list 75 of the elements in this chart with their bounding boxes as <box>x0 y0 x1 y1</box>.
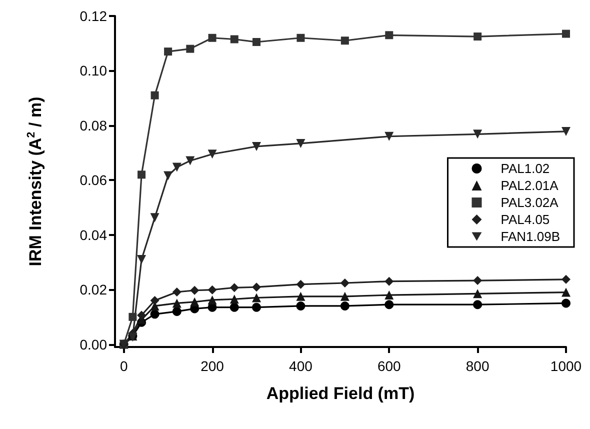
y-axis-title: IRM Intensity (A2 / m) <box>26 96 45 266</box>
point <box>473 130 482 139</box>
point <box>230 35 238 44</box>
point <box>190 286 200 295</box>
point <box>172 288 182 297</box>
point <box>384 276 394 286</box>
x-tick-label: 800 <box>466 358 490 374</box>
point <box>230 283 239 292</box>
legend-label: FAN1.09B <box>500 229 560 244</box>
point <box>150 91 159 100</box>
point <box>208 150 217 159</box>
y-tick-label: 0.02 <box>80 282 108 298</box>
y-tick-label: 0.08 <box>80 117 108 134</box>
point <box>340 36 349 45</box>
point <box>562 30 570 38</box>
y-tick-label: 0.10 <box>80 62 108 79</box>
point <box>230 302 239 312</box>
point <box>562 298 570 308</box>
y-tick-label: 0.06 <box>80 172 108 188</box>
point <box>340 301 350 310</box>
y-tick-label: 0.04 <box>80 226 108 243</box>
point <box>296 301 306 310</box>
point <box>473 276 482 286</box>
point <box>473 289 482 298</box>
point <box>296 34 305 42</box>
legend-label: PAL1.02 <box>500 161 550 176</box>
point <box>150 310 160 319</box>
point <box>164 48 172 56</box>
point <box>208 34 216 42</box>
point <box>128 312 137 321</box>
legend-label: PAL4.05 <box>500 212 550 227</box>
legend-label: PAL3.02A <box>500 195 559 210</box>
point <box>562 288 570 297</box>
legend-label: PAL2.01A <box>500 178 559 193</box>
point <box>208 285 217 294</box>
point <box>186 156 195 166</box>
point <box>474 32 482 41</box>
point <box>230 294 239 304</box>
point <box>384 132 394 141</box>
y-tick-label: 0.12 <box>80 8 108 24</box>
point <box>562 274 570 284</box>
x-tick-label: 0 <box>120 358 128 374</box>
point <box>186 44 194 53</box>
x-tick-label: 200 <box>200 358 224 374</box>
point <box>137 254 146 264</box>
point <box>252 282 261 292</box>
point <box>340 292 350 301</box>
point <box>252 142 261 151</box>
point <box>208 295 217 304</box>
point <box>252 302 261 312</box>
point <box>252 293 261 302</box>
point <box>137 310 146 320</box>
point <box>384 290 394 300</box>
point <box>172 306 182 316</box>
point <box>296 280 306 289</box>
point <box>172 162 182 172</box>
point <box>384 300 394 310</box>
point <box>172 298 182 308</box>
point <box>150 296 160 305</box>
x-tick-label: 400 <box>289 358 313 374</box>
x-tick-label: 1000 <box>550 358 582 374</box>
point <box>296 292 306 301</box>
point <box>164 171 173 180</box>
point <box>296 138 306 148</box>
point <box>150 213 160 222</box>
point <box>190 297 200 306</box>
y-tick-label: 0.00 <box>80 336 108 352</box>
point <box>473 300 482 310</box>
point <box>385 31 394 40</box>
x-axis-title: Applied Field (mT) <box>266 384 415 403</box>
point <box>562 126 570 136</box>
x-tick-label: 600 <box>377 358 402 374</box>
point <box>340 278 350 288</box>
point <box>138 170 146 179</box>
point <box>252 38 260 46</box>
